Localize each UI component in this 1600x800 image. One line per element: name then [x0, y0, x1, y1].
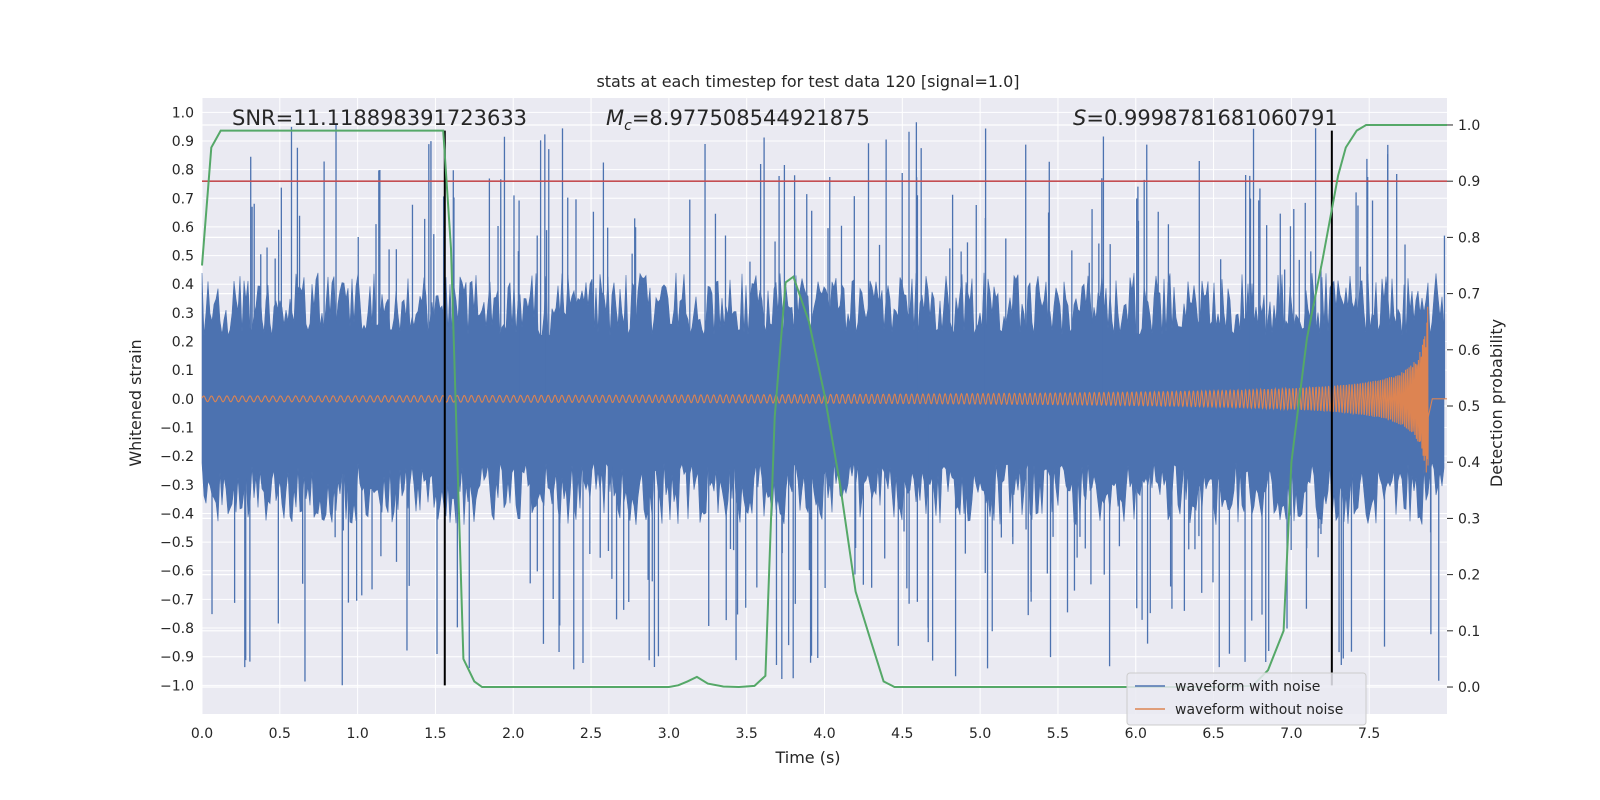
y-tick-label: −0.7	[160, 592, 194, 608]
statistic-symbol: S	[1073, 106, 1086, 130]
y2-tick-label: 0.7	[1458, 287, 1480, 303]
y2-tick-label: 0.0	[1458, 680, 1480, 696]
x-tick-label: 7.0	[1280, 726, 1302, 742]
y2-tick-label: 0.4	[1458, 455, 1480, 471]
y-tick-label: 0.7	[172, 191, 194, 207]
noise-waveform-peaks	[211, 122, 1446, 686]
y2-tick-label: 0.8	[1458, 230, 1480, 246]
x-tick-label: 4.5	[891, 726, 913, 742]
y2-tick-label: 0.6	[1458, 343, 1480, 359]
y-tick-label: 0.5	[172, 249, 194, 265]
x-tick-label: 4.0	[813, 726, 835, 742]
y2-tick-label: 0.9	[1458, 174, 1480, 190]
x-tick-label: 6.0	[1125, 726, 1147, 742]
x-tick-label: 2.0	[502, 726, 524, 742]
snr-annotation: SNR=11.118898391723633	[232, 106, 527, 130]
x-tick-label: 3.0	[658, 726, 680, 742]
y-tick-label: 0.8	[172, 163, 194, 179]
x-tick-label: 5.0	[969, 726, 991, 742]
legend-box	[1126, 672, 1367, 726]
chirp-mass-value: =8.977508544921875	[632, 106, 870, 130]
x-axis-label: Time (s)	[774, 748, 840, 767]
clean-waveform-line	[201, 306, 1447, 473]
data-layer	[201, 122, 1447, 689]
x-tick-label: 2.5	[580, 726, 602, 742]
y-tick-label: 0.9	[172, 134, 194, 150]
x-tick-label: 7.5	[1358, 726, 1380, 742]
x-tick-label: 1.5	[424, 726, 446, 742]
y2-axis-ticks: 1.0 0.9 0.8 0.7 0.6 0.5 0.4 0.3 0.2 0.1 0.0	[1447, 118, 1480, 696]
statistic-value: =0.9998781681060791	[1086, 106, 1337, 130]
chirp-mass-annotation: Mc=8.977508544921875	[606, 106, 870, 134]
x-tick-label: 1.0	[346, 726, 368, 742]
y-tick-label: 0.2	[172, 335, 194, 351]
y2-tick-label: 1.0	[1458, 118, 1480, 134]
legend-noise-label: waveform with noise	[1175, 679, 1320, 695]
chirp-mass-subscript: c	[624, 118, 632, 134]
x-tick-label: 5.5	[1047, 726, 1069, 742]
y-tick-label: 0.4	[172, 277, 194, 293]
y2-tick-label: 0.3	[1458, 511, 1480, 527]
y-tick-label: 0.6	[172, 220, 194, 236]
y-tick-label: −0.9	[160, 650, 194, 666]
y-tick-label: −0.6	[160, 564, 194, 580]
y2-tick-label: 0.2	[1458, 568, 1480, 584]
y-tick-label: 0.1	[172, 363, 194, 379]
y-tick-label: 0.0	[172, 392, 194, 408]
y-tick-label: −0.3	[160, 478, 194, 494]
legend: waveform with noise waveform without noi…	[1126, 672, 1367, 726]
y2-tick-label: 0.5	[1458, 399, 1480, 415]
detection-probability-line	[201, 124, 1447, 689]
y-tick-label: −0.5	[160, 535, 194, 551]
x-tick-label: 0.5	[269, 726, 291, 742]
x-tick-label: 3.5	[736, 726, 758, 742]
y-tick-label: −1.0	[160, 678, 194, 694]
y-tick-label: 1.0	[172, 105, 194, 121]
y-axis-label: Whitened strain	[126, 339, 145, 466]
y-tick-label: −0.4	[160, 506, 194, 522]
x-tick-label: 0.0	[191, 726, 213, 742]
chart-title: stats at each timestep for test data 120…	[596, 72, 1019, 91]
detection-markers	[443, 130, 1333, 686]
x-axis-ticks: 0.0 0.5 1.0 1.5 2.0 2.5 3.0 3.5 4.0 4.5 5.0 5.5 6.0 6…	[191, 726, 1380, 742]
x-tick-label: 6.5	[1202, 726, 1224, 742]
y-tick-label: 0.3	[172, 306, 194, 322]
y-tick-label: −0.8	[160, 621, 194, 637]
legend-clean-label: waveform without noise	[1175, 702, 1343, 718]
y-tick-label: −0.1	[160, 420, 194, 436]
chirp-mass-symbol: M	[606, 106, 624, 130]
statistic-annotation: S=0.9998781681060791	[1073, 106, 1338, 130]
y2-tick-label: 0.1	[1458, 624, 1480, 640]
y-tick-label: −0.2	[160, 449, 194, 465]
y-axis-ticks: 1.0 0.9 0.8 0.7 0.6 0.5 0.4 0.3 0.2 0.1 0.0 −0.1 −0.…	[160, 105, 194, 694]
y2-axis-label: Detection probability	[1487, 319, 1506, 487]
